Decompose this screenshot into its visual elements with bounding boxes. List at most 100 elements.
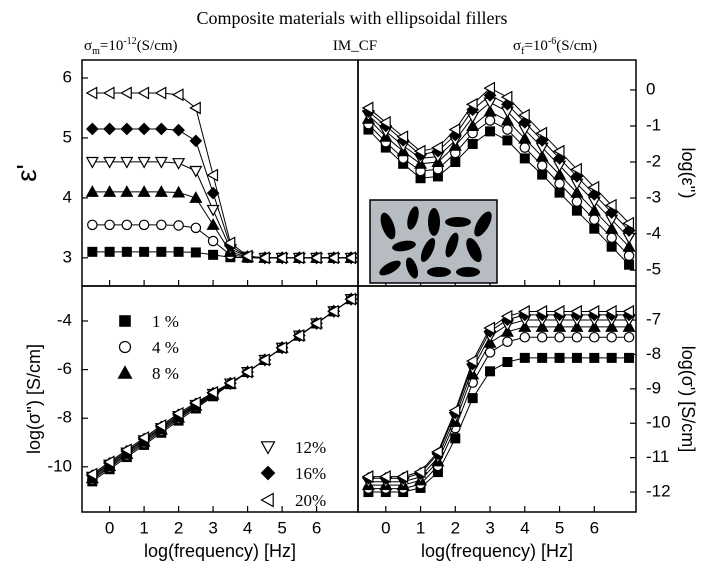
- y-tick-label: -10: [646, 413, 671, 432]
- marker: [536, 160, 548, 171]
- marker: [189, 101, 201, 115]
- marker: [103, 122, 116, 136]
- marker: [171, 406, 184, 420]
- series-line: [368, 110, 630, 248]
- marker: [589, 223, 600, 234]
- legend-marker: [260, 465, 276, 481]
- legend-label: 1 %: [152, 312, 179, 331]
- marker: [379, 470, 391, 484]
- marker: [171, 88, 184, 102]
- marker: [292, 329, 305, 343]
- marker: [154, 86, 167, 100]
- series-line: [368, 94, 630, 231]
- marker: [483, 104, 497, 117]
- marker: [465, 354, 478, 368]
- series-line: [368, 326, 630, 486]
- marker: [483, 81, 496, 95]
- marker: [554, 331, 565, 343]
- marker: [502, 135, 513, 146]
- filler-conductivity-note: σf=10-6(S/cm): [513, 36, 597, 57]
- legend-label: 4 %: [152, 338, 179, 357]
- marker: [206, 168, 219, 182]
- marker: [121, 219, 133, 231]
- marker: [466, 119, 480, 131]
- marker: [571, 331, 583, 343]
- marker: [622, 216, 635, 230]
- marker: [156, 219, 167, 231]
- marker: [606, 331, 617, 343]
- marker: [172, 185, 186, 198]
- y-axis-label: ε': [11, 164, 42, 182]
- y-tick-label: -6: [57, 359, 72, 378]
- y-tick-label: -3: [646, 188, 661, 207]
- model-note: IM_CF: [333, 38, 377, 54]
- marker: [606, 352, 617, 363]
- x-tick-label: 0: [105, 518, 114, 537]
- plot-frame: [357, 285, 637, 513]
- legend-label: 16%: [295, 464, 326, 483]
- marker: [624, 259, 635, 270]
- marker: [624, 352, 635, 363]
- note-part: -12: [123, 36, 136, 47]
- legend-label: 8 %: [152, 364, 179, 383]
- marker: [413, 144, 426, 158]
- legend-label: 20%: [295, 491, 326, 510]
- marker: [467, 393, 478, 404]
- figure-title: Composite materials with ellipsoidal fil…: [197, 8, 508, 28]
- marker: [571, 196, 583, 207]
- marker: [604, 198, 617, 212]
- marker: [327, 251, 339, 265]
- marker: [120, 86, 132, 100]
- marker: [208, 249, 219, 260]
- marker: [120, 156, 134, 169]
- x-tick-label: 2: [451, 518, 460, 537]
- marker: [240, 249, 253, 263]
- y-tick-label: -7: [646, 310, 661, 329]
- marker: [327, 304, 339, 318]
- y-tick-label: -12: [646, 482, 671, 501]
- x-tick-label: 5: [277, 518, 286, 537]
- note-part: =10: [524, 38, 547, 54]
- x-tick-label: 4: [520, 518, 529, 537]
- marker: [137, 431, 150, 445]
- marker: [571, 205, 582, 216]
- series-line: [368, 357, 630, 493]
- note-part: =10: [100, 38, 123, 54]
- marker: [483, 321, 496, 335]
- series-line: [368, 119, 630, 257]
- marker: [344, 251, 357, 265]
- marker: [190, 247, 201, 258]
- legend-marker: [117, 365, 133, 379]
- marker: [189, 191, 203, 203]
- marker: [589, 214, 600, 225]
- y-tick-label: -8: [57, 408, 72, 427]
- marker: [361, 470, 374, 484]
- legend-marker: [260, 492, 274, 508]
- series-line: [368, 129, 630, 266]
- marker: [570, 162, 582, 176]
- marker: [571, 352, 582, 363]
- marker: [622, 304, 635, 318]
- marker: [139, 246, 150, 257]
- marker: [154, 185, 168, 197]
- marker: [606, 232, 617, 243]
- marker: [309, 251, 322, 265]
- x-tick-label: 3: [485, 518, 494, 537]
- marker: [172, 158, 186, 170]
- marker: [189, 396, 201, 410]
- marker: [292, 251, 305, 265]
- marker: [552, 144, 565, 158]
- marker: [190, 222, 202, 234]
- marker: [396, 470, 409, 484]
- y-tick-label: 0: [646, 79, 655, 98]
- marker: [85, 185, 99, 197]
- marker: [500, 309, 513, 323]
- marker: [120, 185, 134, 197]
- x-tick-label: 6: [590, 518, 599, 537]
- note-part: -6: [548, 36, 556, 47]
- marker: [85, 156, 99, 169]
- series-line: [368, 101, 630, 239]
- marker: [604, 304, 617, 318]
- x-tick-label: 1: [416, 518, 425, 537]
- marker: [431, 445, 443, 459]
